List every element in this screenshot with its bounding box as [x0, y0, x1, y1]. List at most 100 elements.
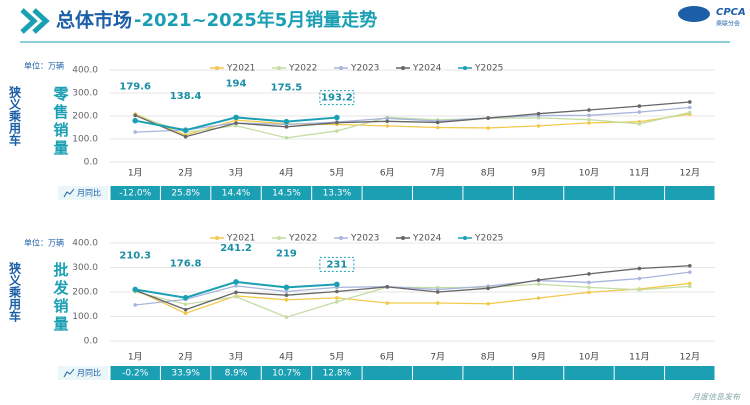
point	[587, 290, 591, 295]
logo-mark	[678, 6, 710, 22]
x-tick-label: 11月	[629, 352, 649, 363]
yoy-label: 月同比	[77, 368, 101, 378]
x-tick-label: 5月	[330, 352, 345, 363]
point	[335, 120, 339, 125]
legend-dot	[215, 66, 219, 70]
side-label: 狭义乘用车	[8, 261, 22, 323]
legend-label: Y2022	[288, 234, 317, 244]
series-line	[134, 282, 690, 315]
point	[687, 105, 692, 110]
yoy-cell	[564, 186, 614, 200]
title-main: 总体市场	[56, 9, 132, 32]
yoy-icon	[63, 188, 75, 198]
x-tick-label: 2月	[178, 168, 193, 179]
point	[587, 108, 591, 112]
point	[132, 117, 139, 124]
y-tick-label: 100.0	[72, 312, 98, 322]
data-label: 193.2	[321, 93, 353, 104]
yoy-value: -12.0%	[119, 189, 151, 199]
point	[637, 122, 642, 126]
series-line	[135, 106, 690, 133]
y-tick-label: 400.0	[72, 239, 98, 249]
yoy-value: 8.9%	[225, 369, 248, 379]
yoy-value: 33.9%	[171, 369, 200, 379]
point	[234, 290, 238, 295]
point	[284, 136, 289, 140]
point	[283, 284, 290, 291]
yoy-label-cell	[58, 186, 108, 200]
data-label: 219	[276, 248, 297, 259]
point	[637, 287, 642, 292]
point	[486, 116, 490, 120]
x-tick-label: 5月	[330, 168, 345, 179]
point	[486, 301, 490, 306]
x-tick-label: 12月	[680, 168, 700, 179]
point	[233, 114, 239, 121]
point	[335, 300, 339, 304]
point	[182, 127, 189, 133]
legend-label: Y2023	[350, 234, 379, 244]
y-tick-label: 0.0	[84, 158, 99, 168]
yoy-label-cell	[58, 366, 108, 380]
legend-label: Y2025	[474, 234, 503, 244]
label-box	[319, 90, 355, 106]
y-tick-label: 300.0	[72, 89, 98, 99]
point	[385, 124, 390, 128]
point	[284, 298, 289, 302]
point	[536, 124, 541, 128]
yoy-value: 14.5%	[272, 189, 301, 199]
point	[536, 296, 541, 300]
x-tick-label: 7月	[430, 352, 445, 363]
yoy-cell	[211, 186, 261, 200]
title-arrows	[20, 8, 50, 34]
x-tick-label: 4月	[279, 168, 294, 179]
chart-label: 批发销量	[52, 261, 70, 334]
x-tick-label: 7月	[430, 168, 445, 179]
point	[687, 100, 692, 104]
point	[687, 284, 692, 289]
yoy-value: 10.7%	[272, 369, 301, 379]
data-label: 179.6	[119, 82, 151, 93]
point	[385, 119, 390, 124]
point	[334, 114, 340, 121]
point	[234, 284, 238, 288]
point	[183, 307, 188, 312]
series-line	[135, 111, 690, 139]
yoy-cell	[110, 186, 160, 200]
legend-dot	[339, 236, 343, 240]
yoy-cell	[312, 366, 362, 380]
legend-dot	[339, 66, 343, 70]
series-line	[134, 101, 690, 138]
point	[283, 118, 290, 125]
title-rest: -2021~2025年5月销量走势	[134, 9, 377, 31]
y-tick-label: 300.0	[72, 263, 98, 273]
legend-dot	[215, 236, 219, 240]
unit-label: 单位：万辆	[24, 61, 64, 71]
yoy-label: 月同比	[77, 188, 101, 198]
data-label: 231	[326, 259, 347, 270]
x-tick-label: 10月	[579, 352, 599, 363]
point	[335, 129, 339, 133]
point	[536, 111, 541, 116]
point	[284, 293, 289, 297]
data-label: 176.8	[170, 259, 202, 270]
point	[234, 123, 238, 128]
chart-label: 零售销量	[52, 86, 70, 158]
point	[385, 301, 390, 305]
label-box	[319, 256, 355, 272]
yoy-cell	[614, 186, 665, 200]
legend-dot	[277, 66, 281, 70]
data-label: 138.4	[170, 91, 202, 102]
yoy-icon	[63, 368, 75, 378]
footer: 月度信息发布	[692, 393, 741, 402]
x-tick-label: 6月	[380, 168, 395, 179]
point	[536, 278, 541, 282]
unit-label: 单位：万辆	[24, 238, 64, 248]
point	[385, 116, 390, 121]
yoy-value: 13.3%	[323, 189, 352, 199]
yoy-cell	[413, 186, 463, 200]
point	[536, 282, 541, 286]
x-tick-label: 11月	[629, 168, 649, 179]
x-tick-label: 3月	[229, 352, 244, 363]
point	[587, 272, 591, 276]
